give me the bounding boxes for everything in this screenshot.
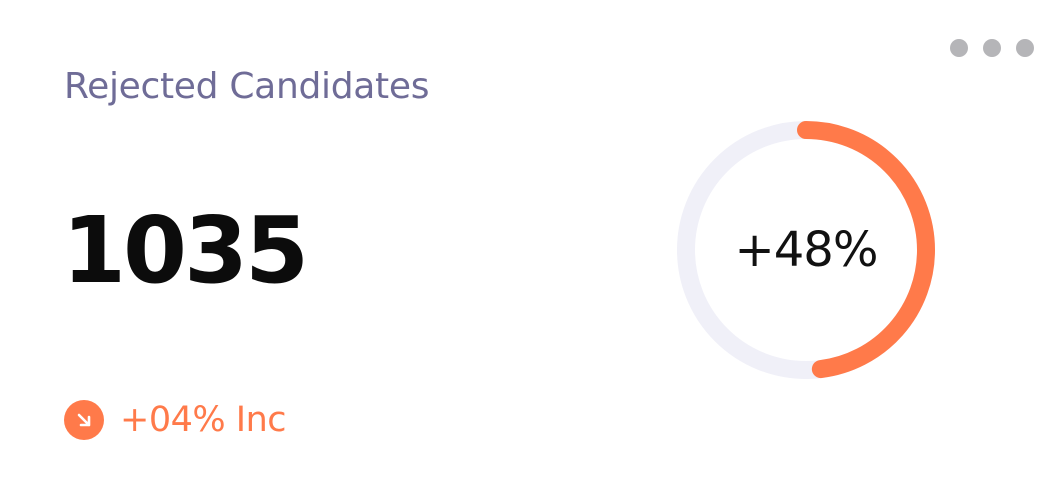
trend-text: +04% Inc (120, 400, 287, 440)
progress-ring-fill (677, 121, 935, 379)
progress-ring: +48% (674, 118, 938, 382)
more-options-icon[interactable] (950, 36, 1034, 60)
progress-percent-label: +48% (734, 222, 879, 278)
candidate-count: 1035 (62, 197, 309, 304)
arrow-down-right-icon (64, 400, 104, 440)
trend-indicator: +04% Inc (64, 398, 287, 442)
more-dot (1016, 39, 1034, 57)
more-dot (983, 39, 1001, 57)
more-dot (950, 39, 968, 57)
progress-ring-svg (677, 121, 935, 379)
card-title: Rejected Candidates (64, 66, 430, 107)
